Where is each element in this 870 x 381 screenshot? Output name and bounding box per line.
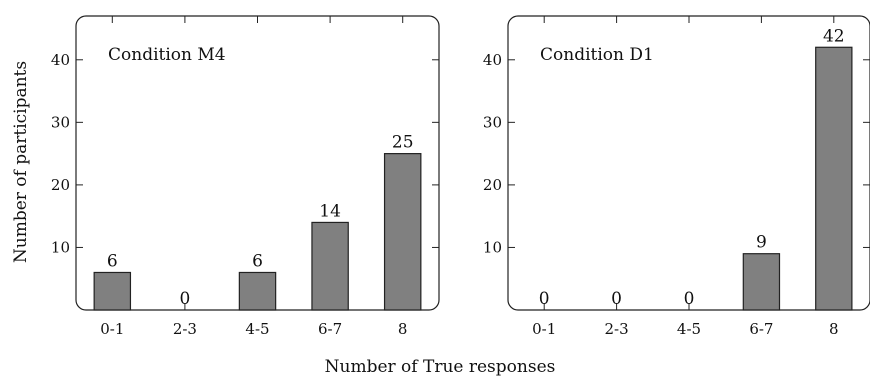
data-label: 0 <box>684 289 695 309</box>
y-tick-label: 20 <box>483 176 502 194</box>
y-tick-label: 30 <box>51 113 70 131</box>
x-tick-label: 6-7 <box>318 320 342 338</box>
bar <box>311 221 349 311</box>
data-label: 0 <box>539 289 550 309</box>
x-tick-label: 4-5 <box>245 320 269 338</box>
chart-panel-1: 10 20 30 40 0-1 2-3 4-5 6-7 8 6 0 6 14 25 Condition M4 <box>51 15 440 338</box>
y-tick-label: 30 <box>483 113 502 131</box>
data-label: 14 <box>319 201 341 221</box>
bar <box>238 271 277 311</box>
data-label: 42 <box>823 26 845 46</box>
bar <box>742 253 781 311</box>
x-tick-label: 0-1 <box>100 320 124 338</box>
x-tick-label: 0-1 <box>532 320 556 338</box>
data-label: 9 <box>756 233 767 253</box>
y-tick-label: 20 <box>51 176 70 194</box>
bar <box>383 153 422 311</box>
y-tick-label: 10 <box>483 238 502 256</box>
x-tick-label: 2-3 <box>173 320 197 338</box>
x-tick-label: 6-7 <box>749 320 773 338</box>
panel-title: Condition D1 <box>540 45 654 65</box>
chart-panel-2: 10 20 30 40 0-1 2-3 4-5 6-7 8 0 0 0 9 42 Condition D1 <box>483 15 870 338</box>
bar <box>93 271 132 311</box>
x-tick-label: 8 <box>398 320 408 338</box>
y-tick-label: 40 <box>483 51 502 69</box>
y-tick-label: 40 <box>51 51 70 69</box>
panel-title: Condition M4 <box>108 45 226 65</box>
bar <box>815 46 853 311</box>
data-label: 6 <box>252 251 263 271</box>
x-axis-title: Number of True responses <box>325 357 556 376</box>
x-tick-label: 8 <box>829 320 839 338</box>
data-label: 6 <box>107 251 118 271</box>
x-tick-label: 2-3 <box>605 320 629 338</box>
y-tick-label: 10 <box>51 238 70 256</box>
data-label: 0 <box>179 289 190 309</box>
data-label: 25 <box>392 133 414 153</box>
data-label: 0 <box>611 289 622 309</box>
y-axis-title: Number of participants <box>11 61 31 263</box>
x-tick-label: 4-5 <box>677 320 701 338</box>
